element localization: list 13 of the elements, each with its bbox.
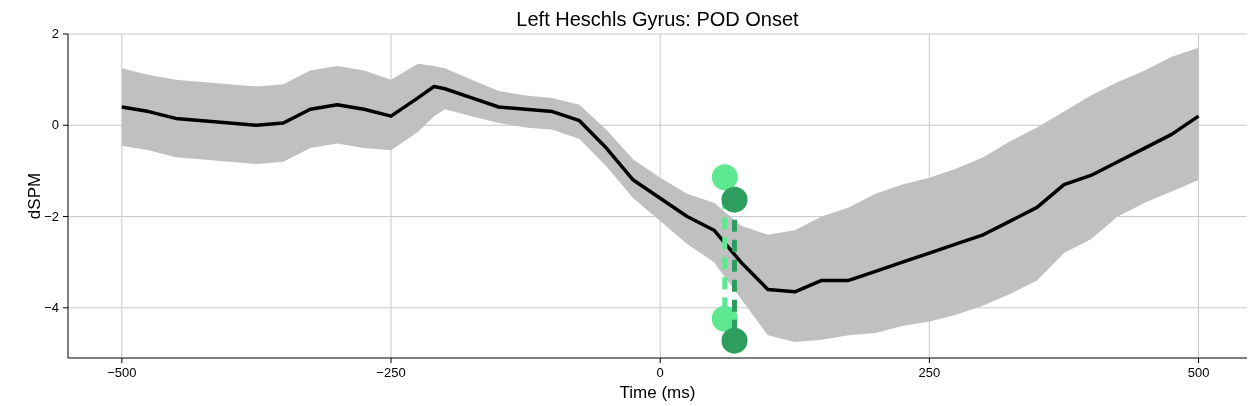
x-axis-title: Time (ms) [619,383,696,402]
chart-title: Left Heschls Gyrus: POD Onset [516,8,800,30]
y-tick-label: 0 [51,117,59,133]
x-tick-label: −250 [376,365,406,380]
line-series [120,84,1201,294]
x-tick-label: 0 [656,365,664,380]
y-tick-label: −2 [44,208,59,224]
x-tick-label: −500 [107,365,137,380]
y-tick-label: 2 [51,26,59,41]
x-tick-label: 500 [1187,365,1210,380]
x-tick-label: 250 [918,365,941,380]
y-tick-label: −4 [44,299,59,315]
y-axis-title: dSPM [25,172,44,220]
